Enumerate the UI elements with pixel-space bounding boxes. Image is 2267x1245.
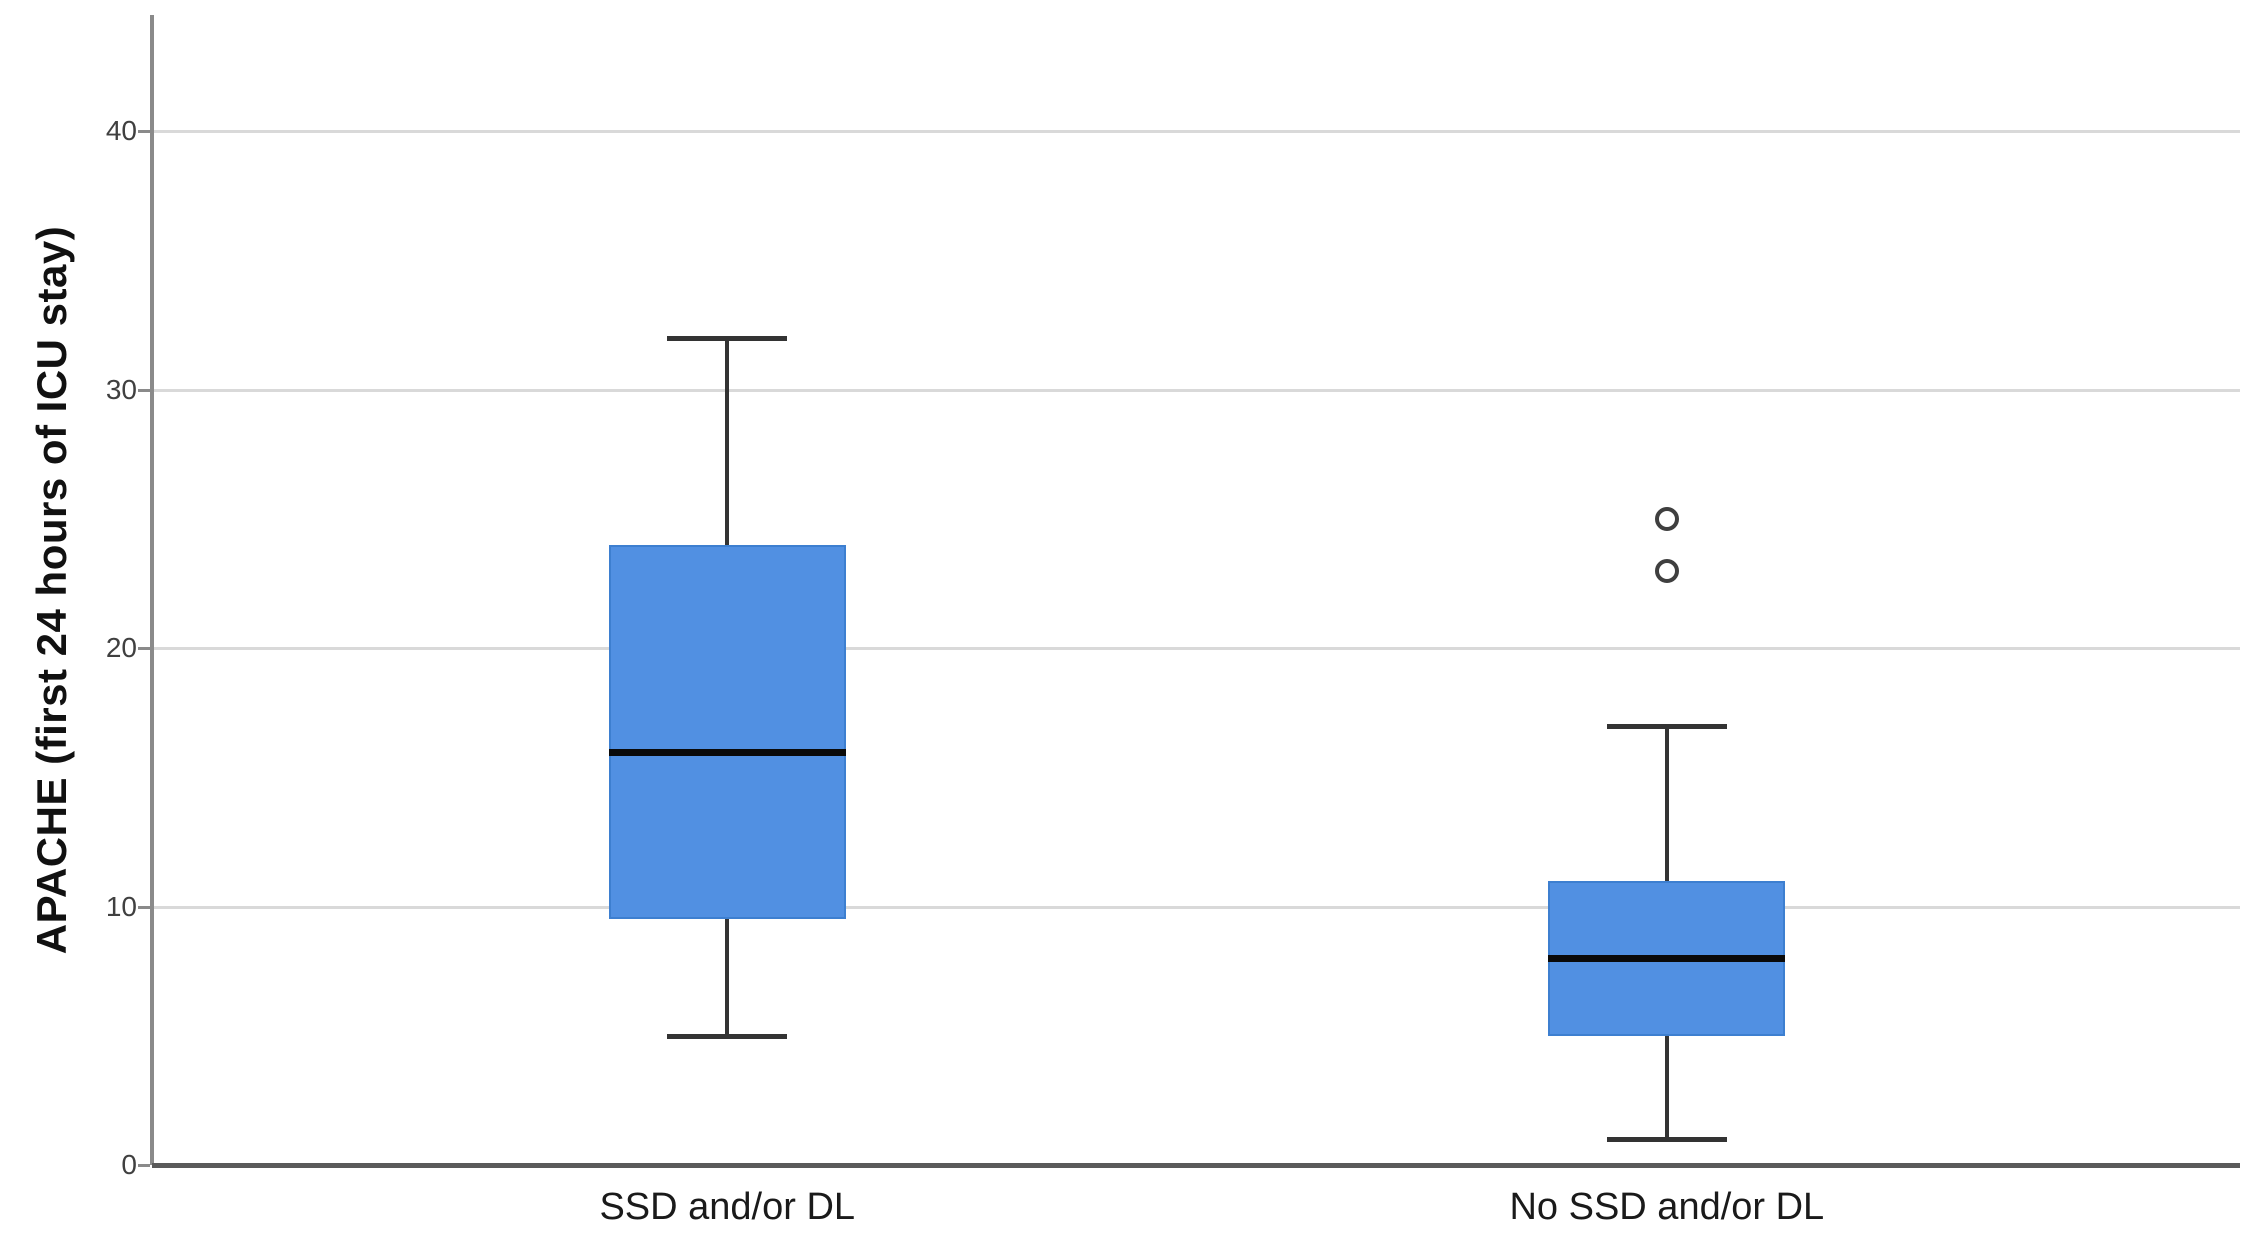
median-line bbox=[1548, 955, 1786, 963]
x-axis-line bbox=[152, 1163, 2240, 1168]
lower-whisker-cap bbox=[1606, 1137, 1727, 1143]
gridline-30 bbox=[152, 388, 2240, 392]
gridline-20 bbox=[152, 647, 2240, 651]
y-tick-0 bbox=[138, 1164, 150, 1167]
y-tick-20 bbox=[138, 647, 150, 651]
x-category-label: SSD and/or DL bbox=[599, 1186, 856, 1228]
y-tick-label-30: 30 bbox=[105, 373, 137, 405]
lower-whisker bbox=[725, 919, 730, 1036]
gridline-40 bbox=[152, 130, 2240, 134]
iqr-box bbox=[608, 544, 846, 920]
y-tick-label-0: 0 bbox=[121, 1149, 137, 1180]
y-tick-label-10: 10 bbox=[105, 890, 137, 922]
y-tick-label-20: 20 bbox=[105, 632, 137, 664]
y-tick-label-40: 40 bbox=[105, 115, 137, 147]
y-tick-40 bbox=[138, 130, 150, 134]
y-axis-line bbox=[150, 15, 154, 1165]
outlier-point bbox=[1654, 558, 1679, 583]
x-category-label: No SSD and/or DL bbox=[1509, 1186, 1825, 1228]
upper-whisker-cap bbox=[667, 336, 788, 342]
y-tick-30 bbox=[138, 388, 150, 392]
median-line bbox=[608, 748, 846, 756]
y-axis-label: APACHE (first 24 hours of ICU stay) bbox=[28, 225, 75, 955]
lower-whisker-cap bbox=[667, 1033, 788, 1039]
upper-whisker-cap bbox=[1606, 723, 1727, 729]
upper-whisker bbox=[1664, 725, 1669, 881]
lower-whisker bbox=[1664, 1035, 1669, 1140]
outlier-point bbox=[1654, 506, 1679, 531]
upper-whisker bbox=[725, 338, 730, 545]
gridline-10 bbox=[152, 905, 2240, 909]
y-tick-10 bbox=[138, 905, 150, 909]
